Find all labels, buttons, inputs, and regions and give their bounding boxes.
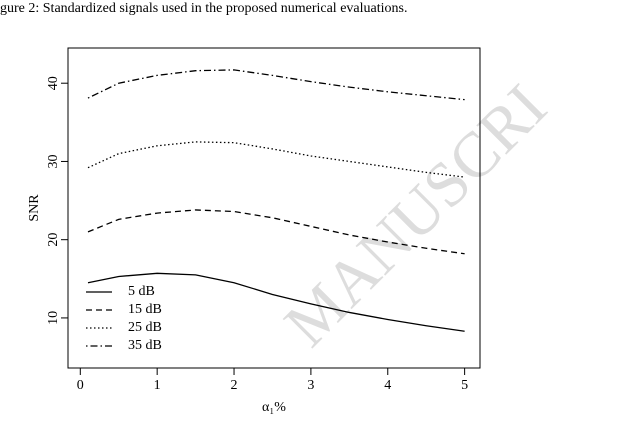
y-tick-label: 40: [46, 76, 61, 90]
legend-label: 25 dB: [128, 320, 162, 335]
plot-box: [67, 47, 481, 369]
x-tick-label: 3: [307, 378, 314, 393]
y-tick-label: 30: [46, 154, 61, 168]
watermark: MANUSCRI: [271, 71, 560, 360]
x-tick-label: 4: [384, 378, 391, 393]
series-line: [87, 272, 465, 332]
series-line: [87, 69, 465, 101]
legend-label: 5 dB: [128, 284, 155, 299]
y-tick-label: 20: [46, 233, 61, 247]
x-tick-label: 1: [154, 378, 161, 393]
y-tick-label: 10: [46, 311, 61, 325]
x-axis-label: α₁%: [262, 400, 286, 415]
x-tick-label: 0: [77, 378, 84, 393]
legend-label: 35 dB: [128, 338, 162, 353]
series-line: [87, 141, 465, 178]
legend-label: 15 dB: [128, 302, 162, 317]
caption: gure 2: Standardized signals used in the…: [0, 1, 407, 16]
x-tick-label: 5: [461, 378, 468, 393]
x-tick-label: 2: [231, 378, 238, 393]
y-axis-label: SNR: [27, 194, 42, 222]
